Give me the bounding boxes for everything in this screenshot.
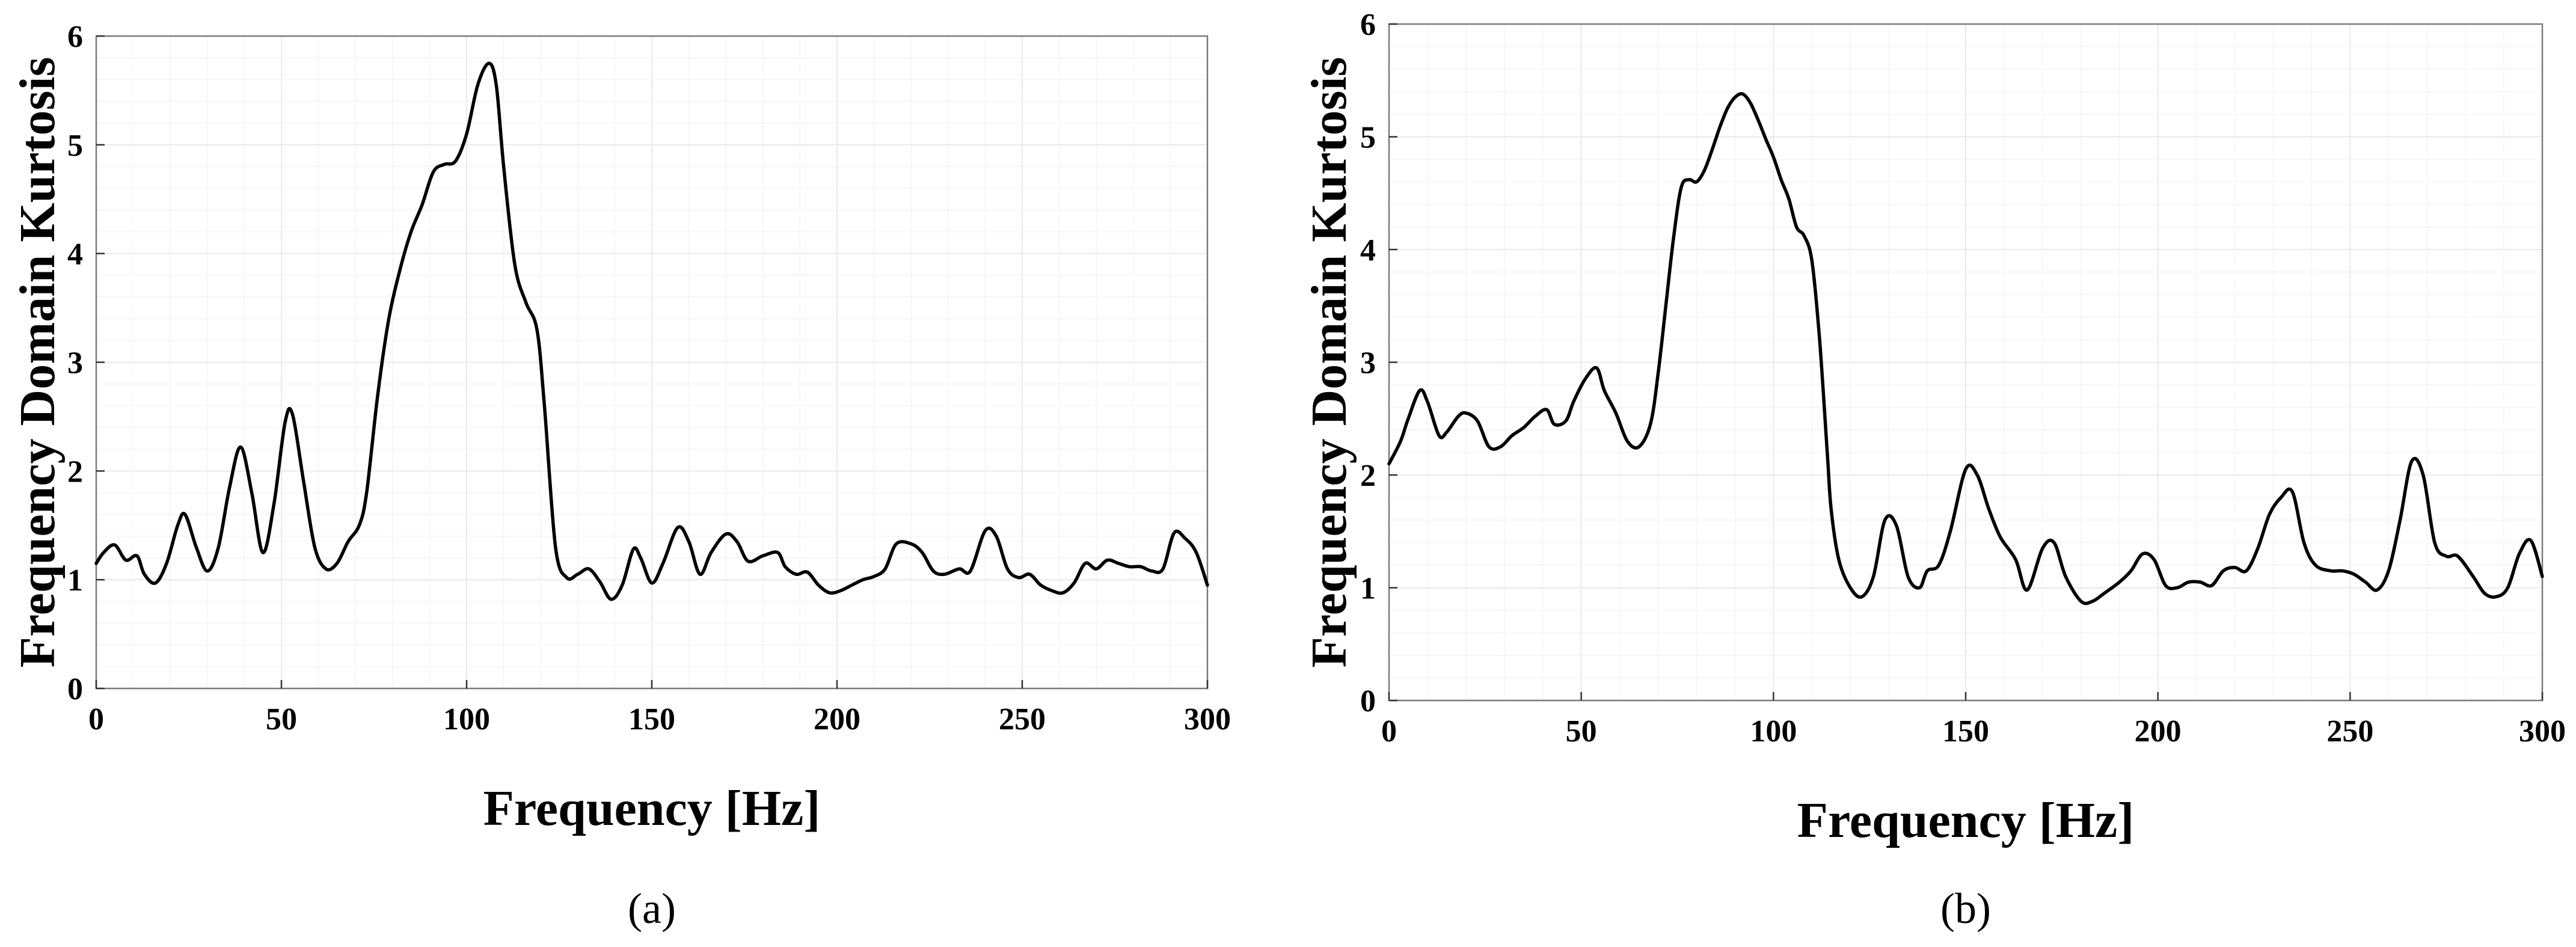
y-tick-label: 4	[67, 238, 83, 272]
panel-label-a: (a)	[628, 884, 676, 933]
grid-a	[96, 35, 1208, 689]
chart-panel-a: 0 50 100 150 200 250 300 0 1 2 3 4 5 6 Frequency [Hz]…	[10, 20, 1231, 933]
y-axis-title-a: Frequency Domain Kurtosis	[10, 57, 66, 668]
y-tick-label: 3	[67, 346, 83, 381]
ticks-a: 0 50 100 150 200 250 300 0 1 2 3 4 5 6	[67, 20, 1231, 737]
x-tick-label: 150	[628, 702, 675, 737]
y-tick-label: 1	[67, 563, 83, 598]
x-tick-label: 50	[1566, 714, 1597, 749]
chart-panel-b: 0 50 100 150 200 250 300 0 1 2 3 4 5 6 Frequency [Hz]…	[1301, 8, 2566, 933]
y-tick-label: 6	[1360, 8, 1376, 42]
series-group-a	[94, 61, 1209, 601]
ticks-b: 0 50 100 150 200 250 300 0 1 2 3 4 5 6	[1360, 8, 2566, 749]
series-line	[94, 61, 1209, 601]
y-tick-label: 6	[67, 20, 83, 54]
y-tick-label: 5	[67, 129, 83, 163]
x-tick-label: 50	[266, 702, 297, 737]
y-tick-label: 2	[1360, 459, 1376, 493]
series-group-b	[1387, 92, 2544, 605]
y-tick-label: 0	[1360, 684, 1376, 719]
x-tick-label: 300	[1184, 702, 1231, 737]
x-axis-title-b: Frequency [Hz]	[1797, 792, 2135, 848]
y-tick-label: 2	[67, 455, 83, 489]
x-axis-title-a: Frequency [Hz]	[483, 780, 821, 836]
x-tick-label: 0	[88, 702, 104, 737]
y-tick-label: 4	[1360, 233, 1376, 268]
series-line	[1387, 92, 2544, 605]
x-tick-label: 100	[443, 702, 490, 737]
y-tick-label: 5	[1360, 121, 1376, 155]
x-tick-label: 200	[814, 702, 860, 737]
x-tick-label: 250	[2326, 714, 2373, 749]
y-tick-label: 0	[67, 672, 83, 706]
x-tick-label: 0	[1381, 714, 1397, 749]
x-tick-label: 300	[2519, 714, 2566, 749]
grid-b	[1388, 23, 2543, 701]
x-tick-label: 100	[1750, 714, 1797, 749]
x-tick-label: 150	[1942, 714, 1989, 749]
y-tick-label: 1	[1360, 572, 1376, 606]
x-tick-label: 200	[2135, 714, 2182, 749]
x-tick-label: 250	[999, 702, 1046, 737]
y-tick-label: 3	[1360, 346, 1376, 381]
panel-label-b: (b)	[1940, 884, 1991, 933]
y-axis-title-b: Frequency Domain Kurtosis	[1301, 57, 1357, 668]
